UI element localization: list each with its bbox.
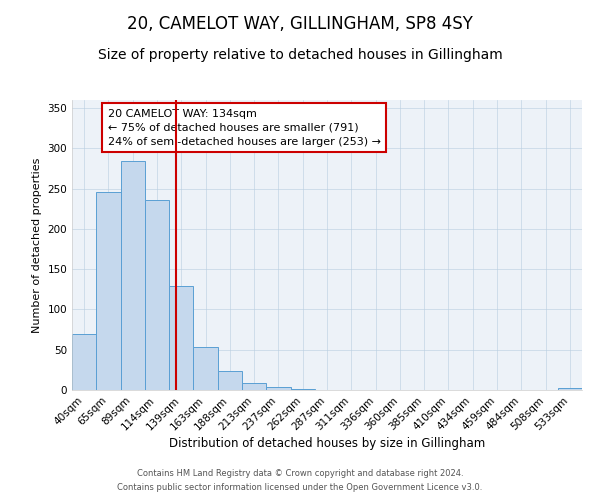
Text: Contains public sector information licensed under the Open Government Licence v3: Contains public sector information licen… — [118, 484, 482, 492]
Text: Size of property relative to detached houses in Gillingham: Size of property relative to detached ho… — [98, 48, 502, 62]
Bar — [218, 372, 242, 390]
Bar — [193, 346, 218, 390]
Text: 20, CAMELOT WAY, GILLINGHAM, SP8 4SY: 20, CAMELOT WAY, GILLINGHAM, SP8 4SY — [127, 15, 473, 33]
Bar — [242, 383, 266, 390]
Text: 20 CAMELOT WAY: 134sqm
← 75% of detached houses are smaller (791)
24% of semi-de: 20 CAMELOT WAY: 134sqm ← 75% of detached… — [108, 108, 381, 146]
Bar — [558, 388, 582, 390]
Y-axis label: Number of detached properties: Number of detached properties — [32, 158, 42, 332]
Bar — [169, 286, 193, 390]
Bar — [121, 161, 145, 390]
Text: Contains HM Land Registry data © Crown copyright and database right 2024.: Contains HM Land Registry data © Crown c… — [137, 468, 463, 477]
Bar — [290, 389, 315, 390]
Bar — [72, 334, 96, 390]
Bar — [96, 192, 121, 390]
X-axis label: Distribution of detached houses by size in Gillingham: Distribution of detached houses by size … — [169, 438, 485, 450]
Bar — [145, 200, 169, 390]
Bar — [266, 387, 290, 390]
